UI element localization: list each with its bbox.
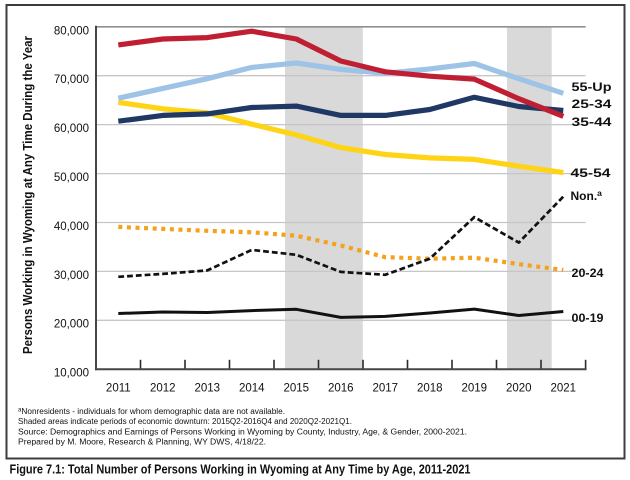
svg-text:Figure 7.1: Total Number of Pe: Figure 7.1: Total Number of Persons Work… [10, 462, 471, 477]
svg-text:Prepared by M. Moore, Research: Prepared by M. Moore, Research & Plannin… [18, 438, 266, 447]
svg-text:2013: 2013 [195, 383, 221, 395]
svg-text:2018: 2018 [417, 383, 443, 395]
svg-text:30,000: 30,000 [54, 270, 89, 282]
svg-text:2012: 2012 [150, 383, 176, 395]
svg-text:Non.a: Non.a [571, 188, 603, 203]
svg-text:2016: 2016 [328, 383, 354, 395]
svg-text:00-19: 00-19 [572, 311, 604, 325]
svg-text:Shaded areas indicate periods: Shaded areas indicate periods of economi… [18, 417, 352, 426]
svg-text:25-34: 25-34 [572, 97, 612, 111]
svg-text:10,000: 10,000 [54, 368, 89, 380]
svg-text:2019: 2019 [462, 383, 488, 395]
svg-text:aNonresidents - individuals fo: aNonresidents - individuals for whom dem… [18, 407, 285, 416]
svg-text:2021: 2021 [551, 383, 577, 395]
svg-text:2014: 2014 [239, 383, 265, 395]
svg-text:2017: 2017 [373, 383, 399, 395]
svg-text:2020: 2020 [506, 383, 532, 395]
svg-text:80,000: 80,000 [54, 26, 89, 38]
svg-text:45-54: 45-54 [571, 166, 611, 180]
svg-text:Source: Demographics and Earni: Source: Demographics and Earnings of Per… [18, 427, 467, 436]
svg-text:20,000: 20,000 [54, 319, 89, 331]
svg-text:40,000: 40,000 [54, 221, 89, 233]
svg-text:55-Up: 55-Up [572, 80, 612, 94]
svg-text:70,000: 70,000 [54, 74, 89, 86]
svg-text:Persons Working in Wyoming at: Persons Working in Wyoming at Any Time D… [21, 36, 35, 354]
svg-text:20-24: 20-24 [572, 266, 604, 280]
svg-text:2011: 2011 [106, 383, 131, 395]
svg-text:50,000: 50,000 [54, 172, 89, 184]
svg-text:35-44: 35-44 [572, 115, 612, 129]
svg-text:60,000: 60,000 [54, 123, 89, 135]
svg-text:2015: 2015 [284, 383, 310, 395]
